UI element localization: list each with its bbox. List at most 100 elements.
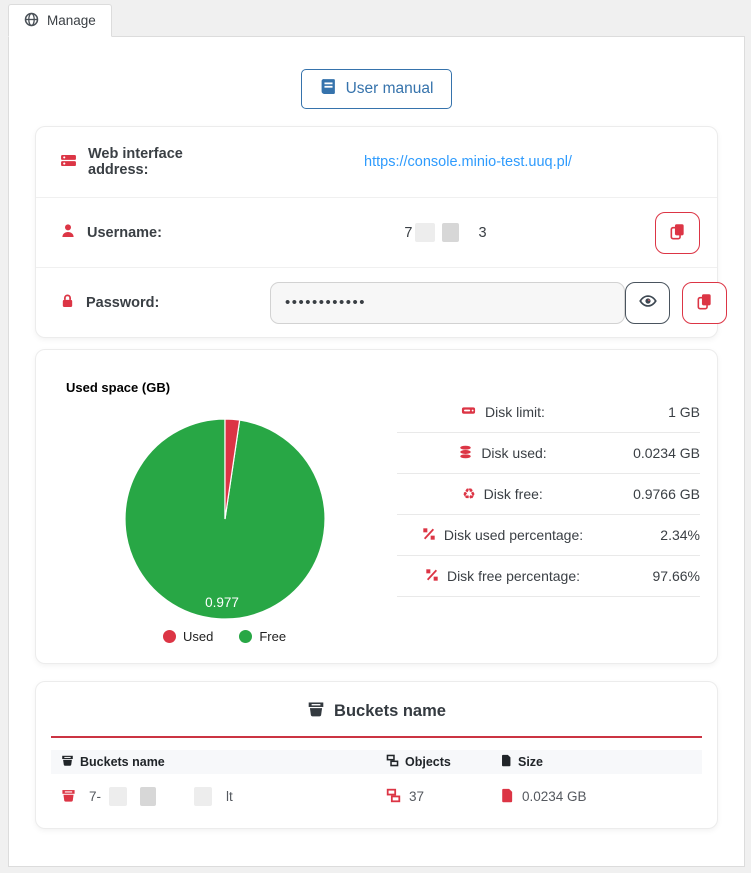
file-icon: [501, 788, 514, 806]
server-icon: [60, 152, 77, 173]
stat-row-disk-free-pct: Disk free percentage: 97.66%: [397, 556, 700, 597]
hdd-icon: [460, 403, 477, 421]
stat-row-disk-used: Disk used: 0.0234 GB: [397, 433, 700, 474]
objects-icon: [386, 788, 401, 806]
disk-used-label-group: Disk used:: [397, 444, 608, 463]
disk-free-pct-label: Disk free percentage:: [446, 568, 581, 584]
objects-icon: [386, 754, 399, 770]
bucket-name-redaction-block: [140, 787, 157, 806]
pie-legend: Used Free: [52, 629, 397, 644]
username-redaction-block: [414, 223, 435, 242]
stat-row-disk-free: ♻ Disk free: 0.9766 GB: [397, 474, 700, 515]
tab-manage-label: Manage: [47, 13, 96, 28]
col-size: Size: [501, 754, 692, 770]
free-legend-label: Free: [259, 629, 287, 644]
free-legend-dot: [239, 630, 253, 643]
disk-used-pct-label: Disk used percentage:: [443, 527, 584, 543]
disk-used-label: Disk used:: [481, 445, 547, 461]
legend-item-used: Used: [162, 629, 214, 644]
copy-icon: [696, 293, 713, 313]
user-manual-button[interactable]: User manual: [300, 69, 453, 109]
stat-row-disk-limit: Disk limit: 1 GB: [397, 392, 700, 433]
username-label-group: Username:: [60, 223, 236, 243]
username-prefix: 7: [404, 224, 413, 241]
percent-icon: [422, 527, 436, 544]
password-input[interactable]: [270, 281, 625, 324]
tab-manage[interactable]: Manage: [8, 4, 112, 37]
buckets-table-header: Buckets name Objects Size: [51, 750, 702, 774]
disk-used-pct-label-group: Disk used percentage:: [397, 527, 608, 544]
disk-free-pct-label-group: Disk free percentage:: [397, 568, 608, 585]
col-size-label: Size: [518, 755, 544, 769]
buckets-heading: Buckets name: [51, 700, 702, 723]
user-manual-label: User manual: [345, 80, 434, 97]
lock-icon: [60, 293, 75, 313]
disk-free-value: 0.9766 GB: [633, 486, 700, 502]
col-buckets-name: Buckets name: [61, 754, 386, 770]
legend-item-free: Free: [239, 629, 286, 644]
web-address-label: Web interface address:: [88, 146, 183, 178]
password-label: Password:: [86, 294, 160, 311]
username-label: Username:: [87, 224, 162, 241]
bucket-objects-cell: 37: [386, 787, 501, 806]
disk-used-pct-value: 2.34%: [660, 527, 700, 543]
col-buckets-name-label: Buckets name: [80, 755, 165, 769]
chart-title: Used space (GB): [66, 380, 171, 395]
copy-icon: [669, 223, 686, 243]
bucket-size-value: 0.0234 GB: [522, 789, 587, 804]
disk-free-label-group: ♻ Disk free:: [397, 486, 608, 502]
globe-icon: [24, 12, 39, 30]
user-icon: [60, 223, 76, 243]
disk-free-label: Disk free:: [483, 486, 543, 502]
buckets-card: Buckets name Buckets name Objects Size: [35, 681, 718, 829]
show-password-button[interactable]: [625, 281, 670, 324]
bucket-size-cell: 0.0234 GB: [501, 787, 692, 806]
username-value: 7 3: [236, 223, 655, 242]
bucket-table-row: 7- lt 37 0.0234 GB: [51, 774, 702, 812]
tab-bar: Manage: [8, 4, 112, 37]
disk-used-value: 0.0234 GB: [633, 445, 700, 461]
username-actions: [655, 211, 700, 254]
percent-icon: [425, 568, 439, 585]
console-link[interactable]: https://console.minio-test.uuq.pl/: [364, 154, 572, 170]
manual-row: User manual: [9, 69, 744, 109]
disk-stats-table: Disk limit: 1 GB Disk used: 0.0234 GB ♻ …: [397, 392, 700, 643]
file-icon: [501, 754, 512, 770]
bucket-icon: [307, 700, 325, 723]
bucket-name-prefix: 7-: [89, 789, 102, 804]
password-actions: [625, 281, 727, 324]
pie-chart-area: Used space (GB) 0.977 Used Free: [52, 366, 397, 644]
used-space-pie-chart: 0.977: [123, 418, 326, 620]
web-address-label-group: Web interface address:: [60, 146, 236, 178]
bucket-icon: [61, 788, 76, 806]
bucket-objects-value: 37: [409, 789, 425, 804]
used-legend-label: Used: [182, 629, 214, 644]
book-icon: [320, 78, 337, 100]
disk-free-pct-value: 97.66%: [652, 568, 700, 584]
copy-username-button[interactable]: [655, 211, 700, 254]
password-row: Password:: [36, 267, 727, 337]
pie-free-label: 0.977: [205, 595, 239, 610]
web-address-value-wrap: https://console.minio-test.uuq.pl/: [236, 154, 700, 170]
username-suffix: 3: [478, 224, 487, 241]
disk-limit-label-group: Disk limit:: [397, 403, 608, 421]
disk-limit-value: 1 GB: [668, 404, 700, 420]
heading-rule: [51, 736, 702, 738]
eye-icon: [638, 292, 657, 313]
password-label-group: Password:: [60, 293, 236, 313]
main-panel: User manual Web interface address: https…: [8, 36, 745, 867]
disk-limit-label: Disk limit:: [485, 404, 545, 420]
credentials-card: Web interface address: https://console.m…: [35, 126, 727, 338]
bucket-name-redaction-block: [194, 787, 213, 806]
web-address-row: Web interface address: https://console.m…: [36, 127, 717, 197]
copy-password-button[interactable]: [682, 281, 727, 324]
disk-card: Used space (GB) 0.977 Used Free: [35, 349, 718, 664]
stat-row-disk-used-pct: Disk used percentage: 2.34%: [397, 515, 700, 556]
buckets-heading-label: Buckets name: [334, 702, 446, 720]
username-row: Username: 7 3: [36, 197, 717, 267]
bucket-icon: [61, 754, 74, 770]
col-objects: Objects: [386, 754, 501, 770]
bucket-name-redaction-block: [109, 787, 128, 806]
username-redaction-block: [441, 223, 459, 242]
bucket-name-cell: 7- lt: [61, 787, 386, 806]
